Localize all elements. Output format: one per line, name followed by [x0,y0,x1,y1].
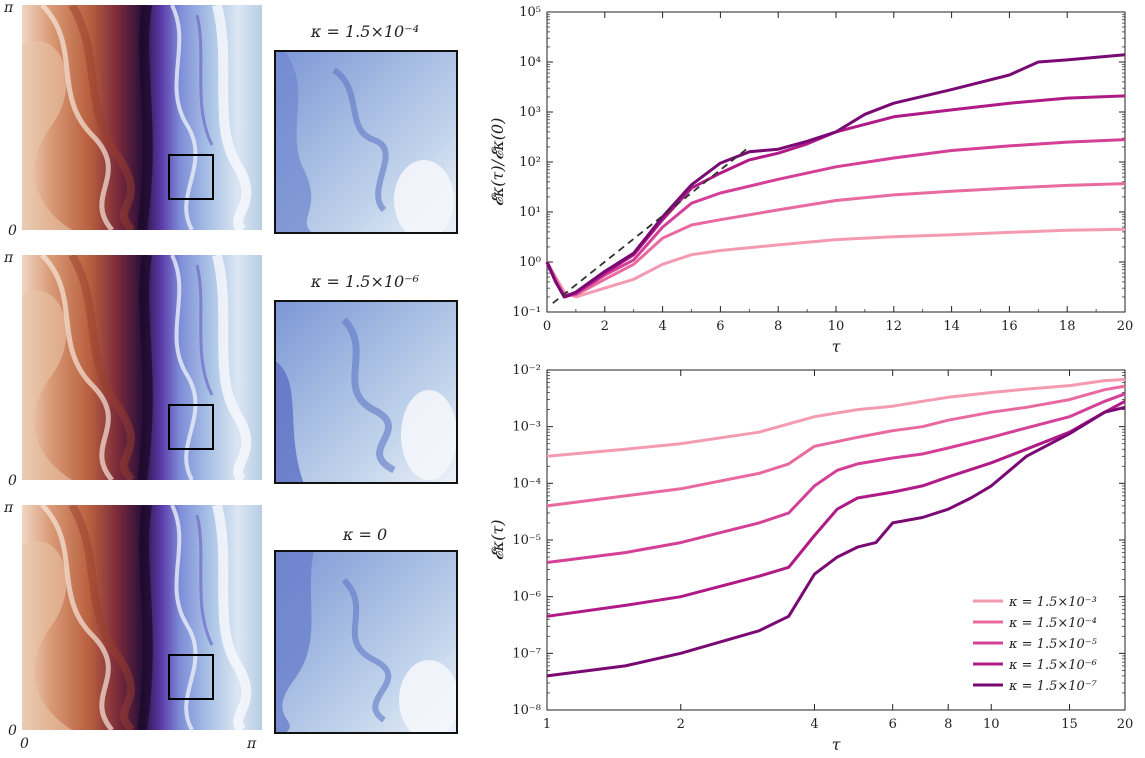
top-chart-series-fit-line [552,146,750,304]
bottom-chart-xtick-label: 10 [983,717,1000,732]
top-chart-xtick-label: 14 [943,319,960,334]
bottom-chart-series-4 [546,399,1126,618]
vorticity-field-3 [22,505,262,730]
zoom-box-3 [168,654,214,700]
zoom-panel-2 [274,300,458,484]
bottom-chart-series-1 [546,378,1126,458]
top-chart-ytick-label: 10⁻¹ [512,305,541,320]
top-chart-xtick-label: 4 [658,319,666,334]
top-chart-xlabel: τ [832,337,842,356]
top-chart-xtick-label: 0 [543,319,551,334]
zoom-title-3: κ = 0 [342,525,388,544]
top-chart-xtick-label: 6 [716,319,724,334]
bottom-chart-ytick-label: 10⁻² [512,363,541,378]
top-chart-xtick-label: 2 [601,319,609,334]
bottom-chart-xtick-label: 2 [677,717,685,732]
zoom-panel-1 [274,50,458,234]
top-chart-ytick-label: 10⁴ [519,55,541,70]
field-1-axis-bottom: 0 [8,223,17,239]
bottom-chart-legend-label: κ = 1.5×10⁻⁶ [1008,658,1097,673]
top-chart-ytick-label: 10⁰ [519,255,541,270]
top-chart-xtick-label: 10 [828,319,845,334]
zoom-title-2: κ = 1.5×10⁻⁶ [310,272,420,291]
bottom-chart-legend-label: κ = 1.5×10⁻⁵ [1008,637,1098,652]
bottom-chart-xtick-label: 4 [810,717,818,732]
bottom-chart-xtick-label: 8 [944,717,952,732]
top-chart-ytick-label: 10⁵ [519,5,541,20]
top-chart-xtick-label: 12 [886,319,903,334]
field-x-axis-right: π [247,736,257,752]
zoom-box-2 [168,404,214,450]
top-chart-series-3 [545,138,1126,299]
top-chart-xtick-label: 16 [1001,319,1018,334]
chart-energy-ratio: 10⁻¹ 10⁰ 10¹ 10² 10³ 10⁴ 10⁵ 0 2 4 6 8 10 12 14 16 18 20 τ… [490,5,1133,356]
vorticity-field-2 [22,255,262,480]
bottom-chart-ytick-label: 10⁻⁴ [512,476,541,491]
top-chart-xtick-label: 18 [1059,319,1076,334]
bottom-chart-series-5 [546,405,1126,678]
bottom-chart-xlabel: τ [832,735,842,754]
bottom-chart-xtick-label: 20 [1117,717,1134,732]
top-chart-xtick-label: 8 [774,319,782,334]
bottom-chart-xtick-label: 1 [543,717,551,732]
top-chart-frame [546,11,1126,313]
bottom-chart-ytick-label: 10⁻⁵ [512,533,541,548]
field-2-axis-bottom: 0 [8,473,17,489]
top-chart-xtick-label: 20 [1117,319,1134,334]
bottom-chart-ytick-label: 10⁻⁶ [512,590,541,605]
top-chart-series-4 [545,94,1126,299]
field-3-axis-top: π [4,500,14,516]
bottom-chart-ylabel: 𝓔κ(τ) [490,520,507,561]
top-chart-ylabel: 𝓔κ(τ)/𝓔κ(0) [490,118,507,207]
top-chart-series-5 [545,53,1126,299]
top-chart-ytick-label: 10² [519,155,541,170]
zoom-box-1 [168,154,214,200]
bottom-chart-legend-label: κ = 1.5×10⁻⁴ [1008,616,1097,631]
bottom-chart-legend-label: κ = 1.5×10⁻³ [1008,595,1097,610]
zoom-panel-3 [274,550,458,734]
bottom-chart-ytick-label: 10⁻⁸ [512,703,541,718]
bottom-chart-xtick-label: 6 [889,717,897,732]
field-1-axis-top: π [4,0,14,16]
bottom-chart-ytick-label: 10⁻³ [512,420,541,435]
bottom-chart-series-2 [546,384,1126,508]
bottom-chart-ytick-label: 10⁻⁷ [512,646,541,661]
top-chart-ytick-label: 10¹ [519,205,541,220]
field-2-axis-top: π [4,250,14,266]
zoom-title-1: κ = 1.5×10⁻⁴ [310,22,420,41]
field-3-axis-bottom: 0 [8,723,17,739]
vorticity-field-1 [22,5,262,230]
bottom-chart-series-3 [546,392,1126,564]
top-chart-ytick-label: 10³ [519,105,541,120]
bottom-chart-legend-label: κ = 1.5×10⁻⁷ [1008,679,1098,694]
bottom-chart-xtick-label: 15 [1061,717,1078,732]
chart-energy: 10⁻⁸ 10⁻⁷ 10⁻⁶ 10⁻⁵ 10⁻⁴ 10⁻³ 10⁻² 1 2 4 6 8 10 15 20 τ… [490,363,1133,754]
field-x-axis-left: 0 [20,736,29,752]
